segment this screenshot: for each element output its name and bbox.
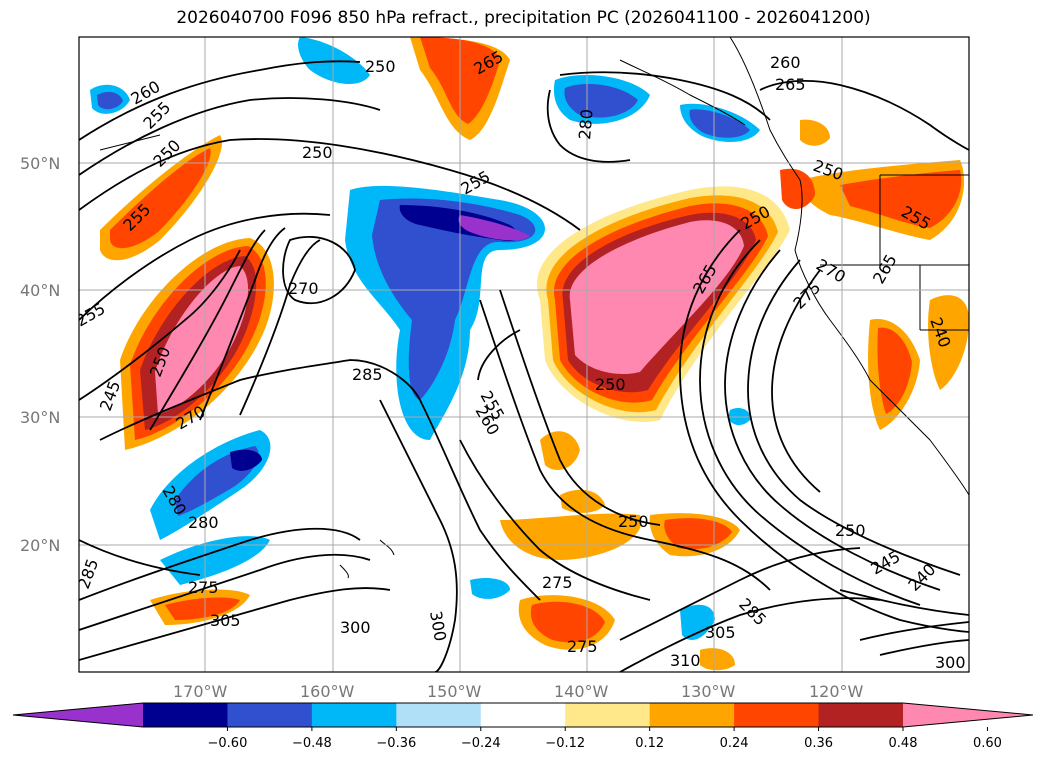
map-plot-area: 260 255 250 255 250 255 270 245 250 270 … bbox=[79, 37, 969, 672]
colorbar-extend-low bbox=[13, 703, 143, 727]
colorbar-tick-label: 0.24 bbox=[720, 736, 749, 751]
contour-label: 275 bbox=[567, 637, 598, 656]
longitude-labels: 170°W 160°W 150°W 140°W 130°W 120°W bbox=[173, 682, 864, 701]
colorbar-swatch bbox=[143, 703, 228, 727]
lon-label: 130°W bbox=[681, 682, 736, 701]
precipitation-shading bbox=[90, 37, 969, 671]
lat-label: 30°N bbox=[20, 408, 60, 427]
map-title: 2026040700 F096 850 hPa refract., precip… bbox=[176, 8, 871, 28]
colorbar: −0.60 −0.48 −0.36 −0.24 −0.12 0.12 0.24 0.36 0.4… bbox=[12, 702, 1034, 751]
lat-label: 50°N bbox=[20, 154, 60, 173]
map-frame bbox=[78, 36, 970, 673]
contour-label: 250 bbox=[595, 375, 626, 394]
colorbar-swatch bbox=[480, 703, 566, 727]
contour-label: 265 bbox=[775, 75, 806, 94]
colorbar-swatch bbox=[227, 703, 313, 727]
colorbar-tick-label: −0.12 bbox=[545, 736, 585, 751]
lon-label: 160°W bbox=[300, 682, 355, 701]
colorbar-tick-label: 0.36 bbox=[804, 736, 833, 751]
contour-label: 300 bbox=[340, 618, 371, 637]
graticule bbox=[79, 37, 969, 672]
contour-label: 280 bbox=[575, 108, 597, 140]
lon-label: 150°W bbox=[427, 682, 482, 701]
colorbar-tick-label: −0.48 bbox=[292, 736, 332, 751]
contour-label: 250 bbox=[835, 521, 866, 540]
contour-label: 310 bbox=[670, 651, 701, 670]
colorbar-swatch bbox=[649, 703, 735, 727]
contour-labels: 260 255 250 255 250 255 270 245 250 270 … bbox=[79, 47, 966, 672]
contour-label: 300 bbox=[935, 653, 966, 672]
contour-label: 305 bbox=[210, 611, 241, 630]
refractivity-contours bbox=[79, 60, 969, 672]
contour-label: 250 bbox=[302, 143, 333, 162]
contour-label: 275 bbox=[542, 573, 573, 592]
colorbar-swatch bbox=[734, 703, 820, 727]
contour-label: 260 bbox=[770, 53, 801, 72]
colorbar-swatch bbox=[818, 703, 904, 727]
colorbar-tick-label: −0.60 bbox=[208, 736, 248, 751]
contour-label: 280 bbox=[188, 513, 219, 532]
contour-label: 270 bbox=[288, 279, 319, 298]
lon-label: 170°W bbox=[173, 682, 228, 701]
colorbar-swatch bbox=[565, 703, 651, 727]
latitude-labels: 50°N 40°N 30°N 20°N bbox=[20, 154, 60, 555]
colorbar-outline bbox=[12, 702, 1034, 728]
contour-label: 285 bbox=[352, 365, 383, 384]
lat-label: 20°N bbox=[20, 536, 60, 555]
colorbar-tick-label: 0.48 bbox=[889, 736, 918, 751]
colorbar-tick-label: −0.36 bbox=[376, 736, 416, 751]
lon-label: 140°W bbox=[554, 682, 609, 701]
colorbar-tick-label: 0.60 bbox=[973, 736, 1002, 751]
colorbar-extend-high bbox=[903, 703, 1033, 727]
contour-label: 250 bbox=[618, 512, 649, 531]
lon-label: 120°W bbox=[809, 682, 864, 701]
colorbar-tick-label: −0.24 bbox=[461, 736, 501, 751]
contour-label: 305 bbox=[705, 623, 736, 642]
contour-label: 275 bbox=[188, 578, 219, 597]
colorbar-tick-label: 0.12 bbox=[635, 736, 664, 751]
colorbar-swatch bbox=[396, 703, 482, 727]
lat-label: 40°N bbox=[20, 281, 60, 300]
colorbar-swatch bbox=[311, 703, 397, 727]
contour-label: 250 bbox=[365, 57, 396, 76]
